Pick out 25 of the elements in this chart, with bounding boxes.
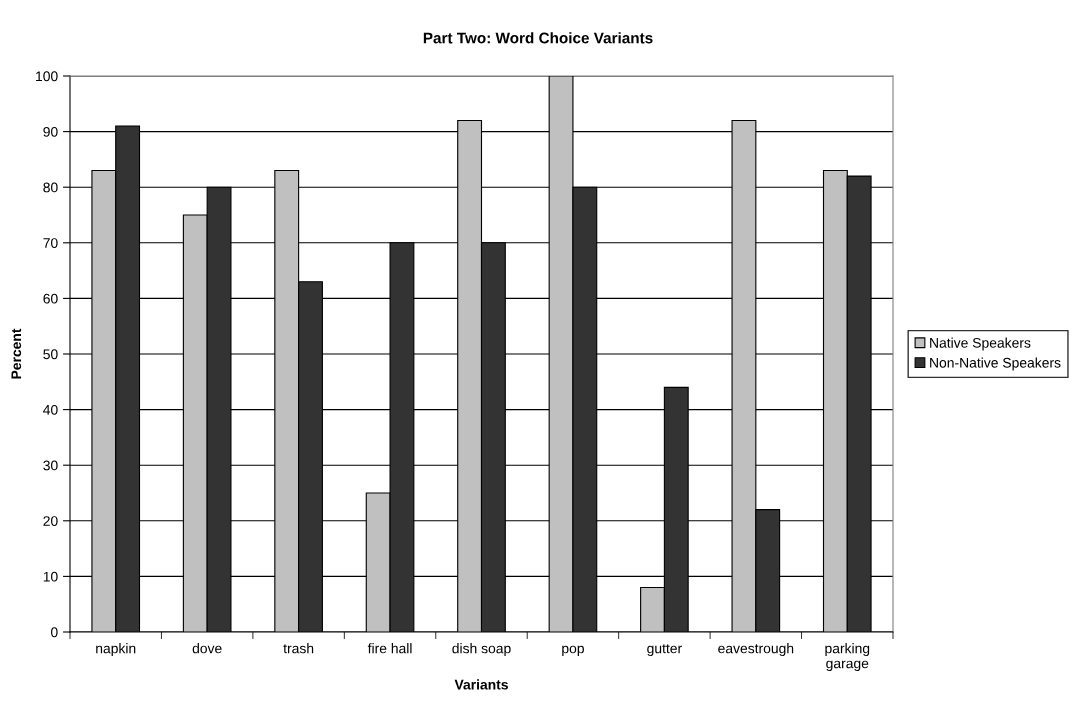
x-tick-label: dove <box>192 643 222 654</box>
y-tick-label: 30 <box>43 460 58 471</box>
chart-title: Part Two: Word Choice Variants <box>423 32 653 44</box>
x-tick-label: dish soap <box>452 643 511 657</box>
y-tick-label: 90 <box>43 126 58 137</box>
x-tick-label: fire hall <box>367 643 412 654</box>
x-axis-title: Variants <box>454 679 508 690</box>
legend-label: Non-Native Speakers <box>930 357 1061 371</box>
x-tick-label: parking garage <box>825 643 870 672</box>
y-tick-label: 50 <box>43 349 58 360</box>
y-tick-label: 70 <box>43 238 58 248</box>
x-tick-label: pop <box>562 645 584 657</box>
y-tick-label: 100 <box>36 71 58 82</box>
x-tick-label: eavestrough <box>718 643 794 657</box>
y-axis-title: Percent <box>11 328 22 379</box>
y-tick-label: 60 <box>43 293 58 304</box>
y-tick-label: 40 <box>43 404 58 415</box>
x-tick-label: napkin <box>96 643 136 657</box>
x-tick-label: gutter <box>647 644 682 657</box>
y-tick-label: 10 <box>43 571 58 582</box>
x-tick-label: trash <box>283 643 314 654</box>
legend-label: Native Speakers <box>930 337 1031 351</box>
y-tick-label: 80 <box>43 182 58 193</box>
y-tick-label: 20 <box>43 516 58 526</box>
y-tick-label: 0 <box>51 627 58 638</box>
